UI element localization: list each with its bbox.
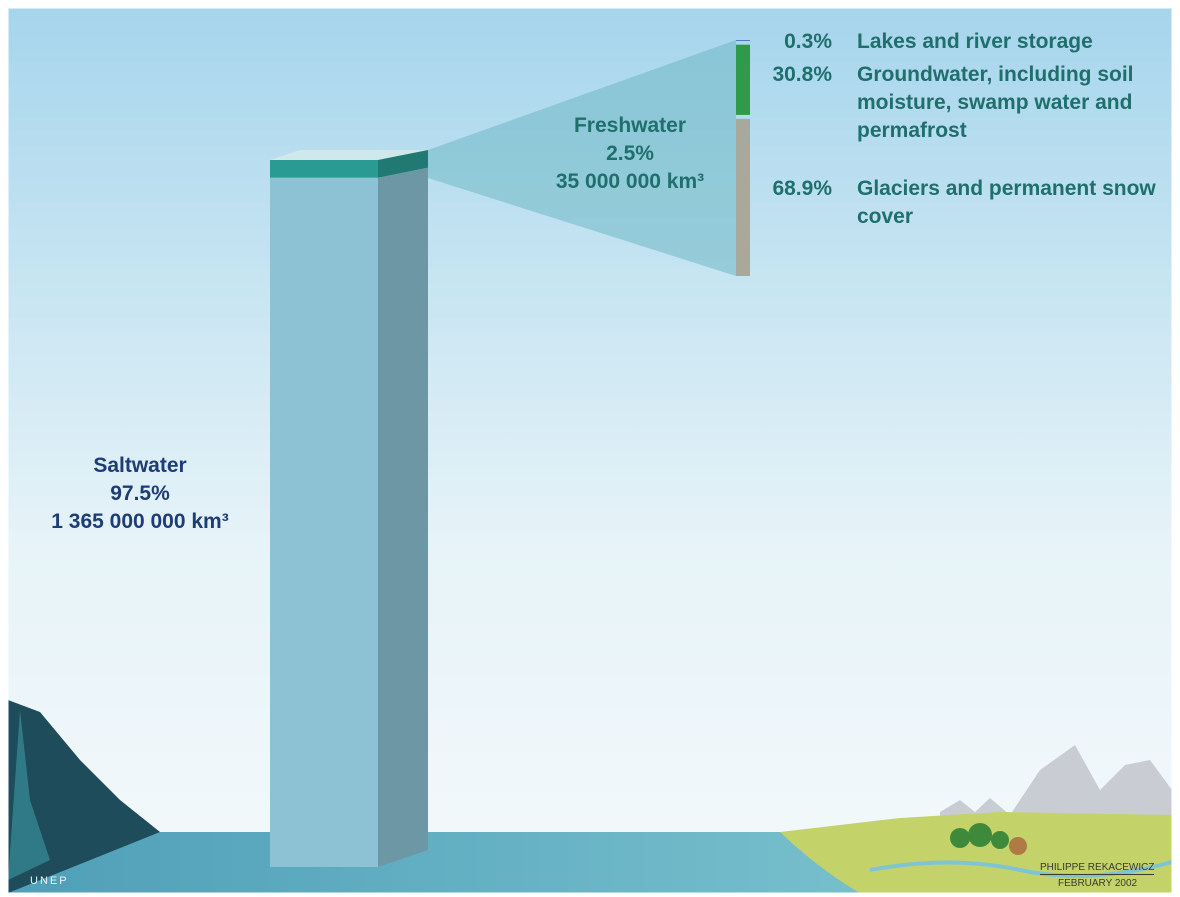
trees [950,823,1027,855]
percent-label: 0.3% [784,30,832,53]
category-label: Groundwater, including soil moisture, sw… [857,62,1134,142]
river [869,860,1173,878]
land [780,812,1172,893]
breakdown-segment [736,118,750,277]
series-label: Saltwater 97.5% 1 365 000 000 km³ [0,452,310,536]
zoom-connector [428,40,736,276]
series-percent: 2.5% [606,142,654,165]
percent-label: 68.9% [772,176,832,200]
breakdown-segment [736,40,750,41]
mountains [940,745,1172,832]
percent-label: 30.8% [772,62,832,86]
column-side [378,150,428,178]
series-percent: 97.5% [110,482,170,505]
column-segment [270,177,378,868]
cliff-face [8,710,50,880]
category-label: Lakes and river storage [857,30,1093,53]
column-side [378,167,428,868]
breakdown-segment [736,44,750,115]
frame [7,7,1173,894]
series-name: Freshwater [573,114,687,137]
series-name: Saltwater [93,454,187,477]
series-label: Freshwater 2.5% 35 000 000 km³ [460,112,800,196]
cliff [8,700,160,893]
author: PHILIPPE REKACEWICZ [1040,862,1155,875]
column-segment [270,160,378,178]
column-top [270,150,428,160]
series-volume: 35 000 000 km³ [555,170,705,193]
date: FEBRUARY 2002 [1058,878,1138,889]
logo: UNEP [30,875,69,887]
series-volume: 1 365 000 000 km³ [51,510,229,533]
category-label: Glaciers and permanent snow cover [857,176,1156,228]
